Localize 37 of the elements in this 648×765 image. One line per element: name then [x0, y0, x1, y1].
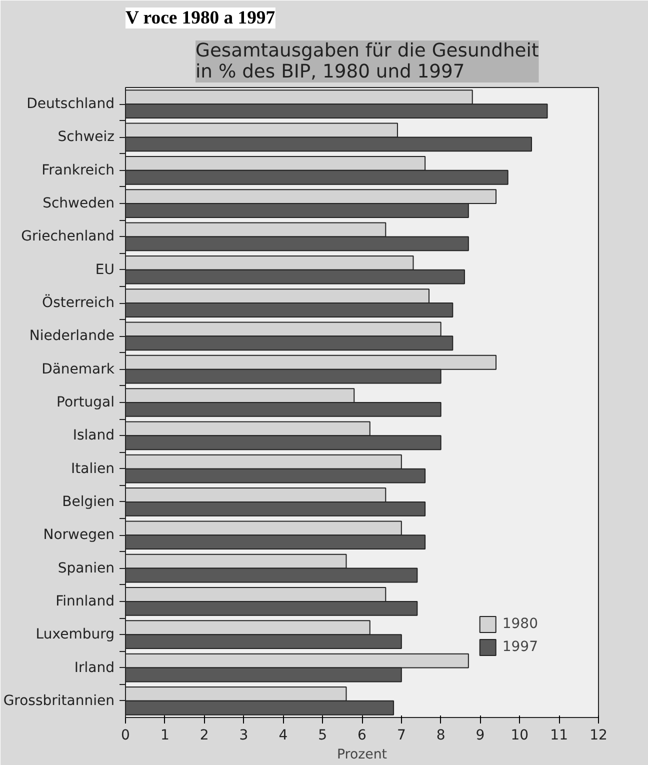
- x-tick-label: 6: [358, 728, 367, 744]
- x-tick-label: 0: [121, 728, 130, 744]
- y-tick-label: Griechenland: [21, 228, 115, 245]
- y-tick-label: Spanien: [58, 560, 115, 576]
- y-tick-label: Niederlande: [29, 328, 115, 344]
- y-tick-label: Schweden: [42, 196, 115, 212]
- y-tick-label: Österreich: [42, 294, 115, 312]
- x-tick-label: 2: [200, 728, 209, 744]
- chart-title: Gesamtausgaben für die Gesundheit in % des BIP, 1980 und 1997: [196, 40, 539, 82]
- x-tick-label: 4: [278, 728, 288, 744]
- x-tick-label: 11: [550, 728, 568, 744]
- x-tick-label: 7: [396, 728, 406, 744]
- x-tick-label: 1: [160, 728, 170, 744]
- x-tick-label: 10: [510, 728, 529, 744]
- x-tick-label: 12: [590, 728, 608, 744]
- y-tick-label: Portugal: [56, 394, 114, 410]
- y-tick-label: Island: [72, 428, 115, 444]
- y-tick-label: Luxemburg: [36, 626, 115, 643]
- y-tick-label: Irland: [74, 660, 115, 676]
- legend-label: 1997: [502, 639, 538, 655]
- y-tick-label: Grossbritannien: [3, 692, 115, 709]
- y-tick-label: Deutschland: [26, 96, 115, 112]
- y-tick-label: Belgien: [62, 494, 115, 510]
- x-axis-title: Prozent: [336, 748, 388, 762]
- y-tick-label: Schweiz: [58, 129, 115, 146]
- y-tick-label: Finnland: [56, 593, 115, 610]
- y-tick-label: Frankreich: [42, 162, 115, 178]
- x-tick-label: 8: [436, 728, 446, 744]
- x-tick-label: 3: [239, 728, 248, 744]
- y-tick-label: EU: [95, 262, 114, 278]
- x-tick-label: 9: [476, 728, 485, 744]
- y-tick-label: Dänemark: [42, 361, 116, 378]
- y-tick-label: Italien: [71, 460, 115, 477]
- y-tick-label: Norwegen: [43, 527, 115, 544]
- legend-label: 1980: [502, 616, 538, 632]
- x-tick-label: 5: [318, 728, 328, 744]
- text: V roce 1980 a 1997: [126, 8, 276, 28]
